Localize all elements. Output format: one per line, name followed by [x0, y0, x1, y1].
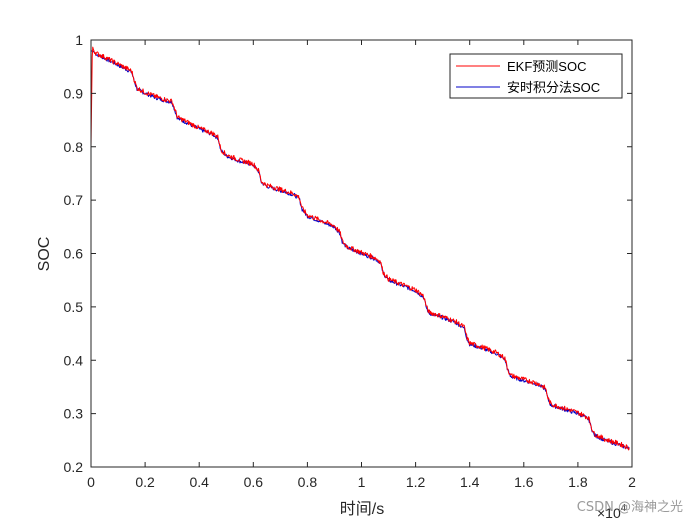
- legend-box: [449, 53, 623, 99]
- y-tick-label: 0.3: [64, 406, 84, 422]
- x-tick-label: 1.4: [460, 474, 480, 490]
- x-tick-label: 1.6: [514, 474, 534, 490]
- series-line-ah: [90, 50, 630, 450]
- x-axis-exponent: ×104: [597, 503, 627, 521]
- axis-ticks: 0 0.2 0.4 0.6 0.8 1 1.2 1.4 1.6 1.8 20.20.30.40.50…: [64, 32, 637, 490]
- y-tick-label: 0.5: [64, 299, 84, 315]
- x-exponent-base: ×10: [597, 505, 621, 521]
- x-tick-label: 2: [628, 474, 636, 490]
- x-tick-label: 1: [358, 474, 366, 490]
- legend-label-ah: 安时积分法SOC: [507, 80, 600, 95]
- series-line-ekf: [90, 46, 630, 451]
- y-tick-label: 0.2: [64, 459, 84, 475]
- y-tick-label: 0.7: [64, 192, 84, 208]
- x-tick-label: 0.4: [189, 474, 209, 490]
- y-tick-label: 0.8: [64, 139, 84, 155]
- x-tick-label: 0.6: [244, 474, 264, 490]
- legend: EKF预测SOC 安时积分法SOC: [449, 53, 623, 99]
- watermark: CSDN @海神之光: [577, 500, 683, 515]
- x-tick-label: 0: [87, 474, 95, 490]
- x-tick-label: 1.2: [406, 474, 426, 490]
- x-axis-label: 时间/s: [340, 500, 384, 518]
- x-exponent-power: 4: [621, 503, 627, 514]
- x-tick-label: 1.8: [568, 474, 588, 490]
- y-tick-label: 0.4: [64, 352, 84, 368]
- x-tick-label: 0.2: [135, 474, 155, 490]
- y-tick-label: 1: [75, 32, 83, 48]
- y-tick-label: 0.6: [64, 246, 84, 262]
- legend-label-ekf: EKF预测SOC: [507, 59, 586, 74]
- x-tick-label: 0.8: [298, 474, 318, 490]
- y-tick-label: 0.9: [64, 85, 84, 101]
- y-axis-label: SOC: [36, 237, 53, 272]
